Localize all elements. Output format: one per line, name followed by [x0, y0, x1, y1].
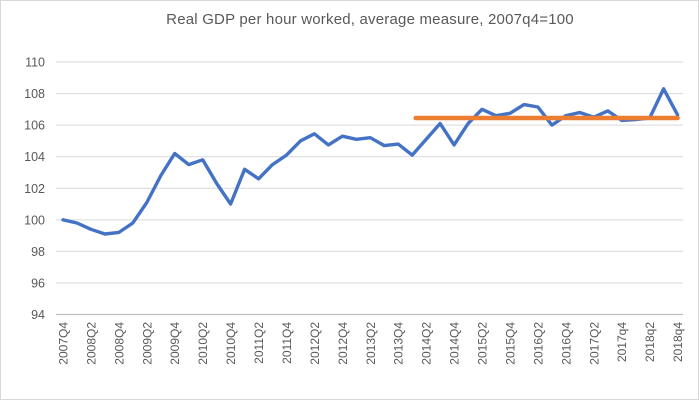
x-axis-tick-label: 2018q4: [671, 322, 685, 362]
x-axis-tick-label: 2017q4: [615, 322, 629, 362]
y-axis-tick-label: 106: [24, 119, 45, 133]
chart-title: Real GDP per hour worked, average measur…: [166, 11, 574, 28]
x-axis-tick-label: 2017Q2: [587, 322, 601, 365]
x-axis-tick-label: 2015Q2: [476, 322, 490, 365]
x-axis-tick-label: 2009Q2: [140, 322, 154, 365]
x-axis-tick-label: 2009Q4: [168, 322, 182, 365]
x-axis-tick-label: 2018q2: [643, 322, 657, 362]
x-axis-tick-label: 2013Q2: [364, 322, 378, 365]
y-axis-tick-label: 96: [31, 276, 45, 290]
x-axis-tick-label: 2010Q4: [224, 322, 238, 365]
x-axis-tick-label: 2013Q4: [392, 322, 406, 365]
y-axis-tick-label: 108: [24, 87, 45, 101]
x-axis-tick-label: 2008Q4: [112, 322, 126, 365]
x-axis-tick-label: 2012Q2: [308, 322, 322, 365]
x-axis-tick-label: 2016Q2: [531, 322, 545, 365]
x-axis-tick-label: 2011Q4: [280, 322, 294, 364]
x-axis-tick-label: 2012Q4: [336, 322, 350, 365]
y-axis-tick-label: 100: [24, 213, 45, 227]
x-axis-tick-label: 2014Q4: [448, 322, 462, 365]
x-axis-tick-label: 2010Q2: [196, 322, 210, 365]
y-axis-tick-label: 110: [25, 56, 45, 70]
y-axis-tick-label: 104: [24, 150, 45, 164]
x-axis-tick-label: 2016Q4: [559, 322, 573, 365]
y-axis-tick-label: 94: [31, 308, 45, 322]
x-axis-tick-label: 2015Q4: [503, 322, 517, 365]
y-axis-tick-label: 102: [24, 182, 45, 196]
x-axis-tick-label: 2014Q2: [420, 322, 434, 365]
gdp-series-line: [61, 87, 680, 236]
x-axis-tick-label: 2008Q2: [84, 322, 98, 365]
x-axis-tick-label: 2007Q4: [57, 322, 71, 365]
x-axis-tick-label: 2011Q2: [252, 322, 266, 364]
y-axis-tick-label: 98: [31, 245, 45, 259]
